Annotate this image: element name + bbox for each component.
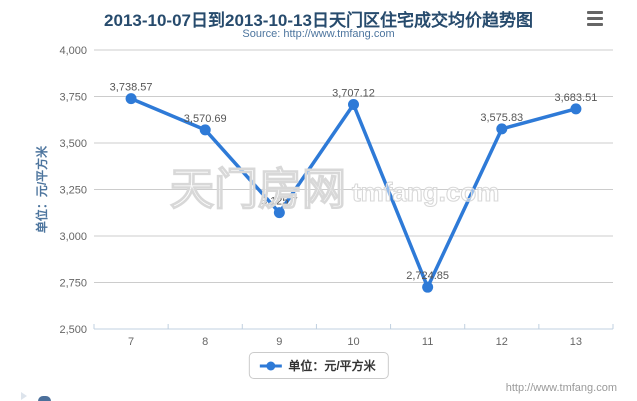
data-point-13[interactable] [570,103,582,115]
x-axis-tick-label: 9 [276,336,282,348]
hamburger-bar [587,23,603,26]
legend-marker [265,361,275,370]
data-point-label: 3,575.83 [480,112,523,124]
x-axis-tick-label: 12 [496,336,508,348]
chart-title: 2013-10-07日到2013-10-13日天门区住宅成交均价趋势图 [104,11,533,30]
legend-line-marker-icon [259,361,282,370]
data-point-9[interactable] [273,207,285,219]
legend-label: 单位：元/平方米 [288,359,376,373]
data-point-12[interactable] [496,123,508,135]
data-point-10[interactable] [348,98,359,110]
data-point-label: 2,724.85 [406,270,449,282]
data-point-label: 3,683.51 [555,92,598,104]
hamburger-menu-icon[interactable] [587,10,605,27]
cutoff-triangle-icon [21,392,27,400]
watermark-cn: 天门房网 [170,165,346,214]
hamburger-bar [587,11,603,14]
credits-link[interactable]: http://www.tmfang.com [505,382,617,394]
watermark-en: tmfang.com [352,177,499,207]
y-axis-tick-label: 3,750 [59,92,87,104]
data-point-label: 3,125.7 [261,196,298,208]
y-axis-tick-label: 3,250 [59,185,87,197]
chart-subtitle: Source: http://www.tmfang.com [242,28,395,40]
x-axis-tick-label: 7 [128,336,134,348]
hamburger-bar [587,17,603,20]
y-axis-tick-label: 2,750 [59,278,87,290]
y-axis-title: 单位：元/平方米 [34,145,49,233]
data-point-label: 3,738.57 [110,82,153,94]
cutoff-logo-icon [38,396,51,401]
y-axis-tick-label: 3,000 [59,231,87,243]
y-axis-tick-label: 2,500 [59,324,87,336]
data-point-label: 3,570.69 [184,113,227,125]
x-axis-tick-label: 13 [570,336,582,348]
x-axis-tick-label: 10 [347,336,359,348]
y-axis-tick-label: 3,500 [59,138,87,150]
x-axis-tick-label: 11 [422,336,433,348]
y-axis-tick-label: 4,000 [59,45,87,57]
data-point-11[interactable] [422,281,434,293]
legend[interactable]: 单位：元/平方米 [248,352,389,379]
data-point-8[interactable] [199,124,211,136]
data-point-label: 3,707.12 [332,87,375,99]
x-axis-tick-label: 8 [202,336,208,348]
data-point-7[interactable] [125,93,137,105]
